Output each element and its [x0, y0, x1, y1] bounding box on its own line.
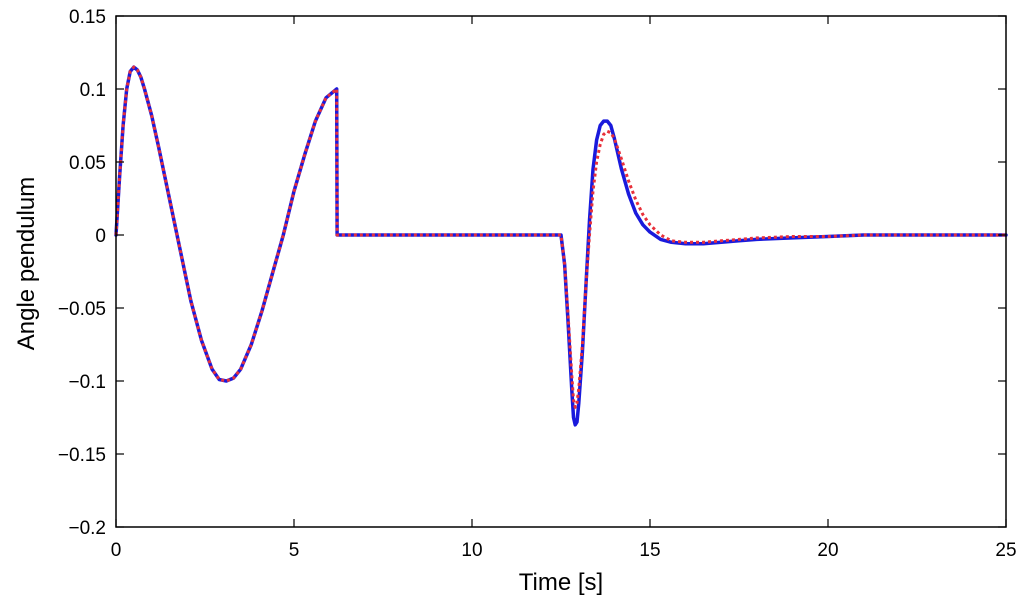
- x-tick-label: 25: [995, 540, 1016, 561]
- x-tick-label: 5: [289, 540, 300, 561]
- y-tick-labels: 0.15 0.1 0.05 0 −0.05 −0.1 −0.15 −0.2: [58, 7, 106, 539]
- x-tick-label: 20: [817, 540, 838, 561]
- y-tick-label: −0.05: [58, 299, 106, 320]
- y-tick-label: −0.1: [68, 372, 106, 393]
- y-tick-label: 0.15: [69, 7, 106, 28]
- x-tick-labels: 0 5 10 15 20 25: [111, 540, 1017, 561]
- y-tick-label: 0.1: [80, 80, 106, 101]
- series-line-2: [114, 65, 1006, 409]
- plot-area-frame: [115, 15, 1007, 528]
- tick-marks: [115, 15, 1007, 528]
- y-tick-label: −0.2: [68, 518, 106, 539]
- x-tick-label: 0: [111, 540, 122, 561]
- y-axis-title: Angle pendulum: [13, 177, 40, 350]
- x-tick-label: 15: [639, 540, 660, 561]
- series-layer: [114, 65, 1008, 427]
- y-tick-label: −0.15: [58, 445, 106, 466]
- x-axis-title: Time [s]: [519, 569, 603, 596]
- y-tick-label: 0.05: [69, 153, 106, 174]
- y-tick-label: 0: [95, 226, 106, 247]
- x-tick-label: 10: [461, 540, 482, 561]
